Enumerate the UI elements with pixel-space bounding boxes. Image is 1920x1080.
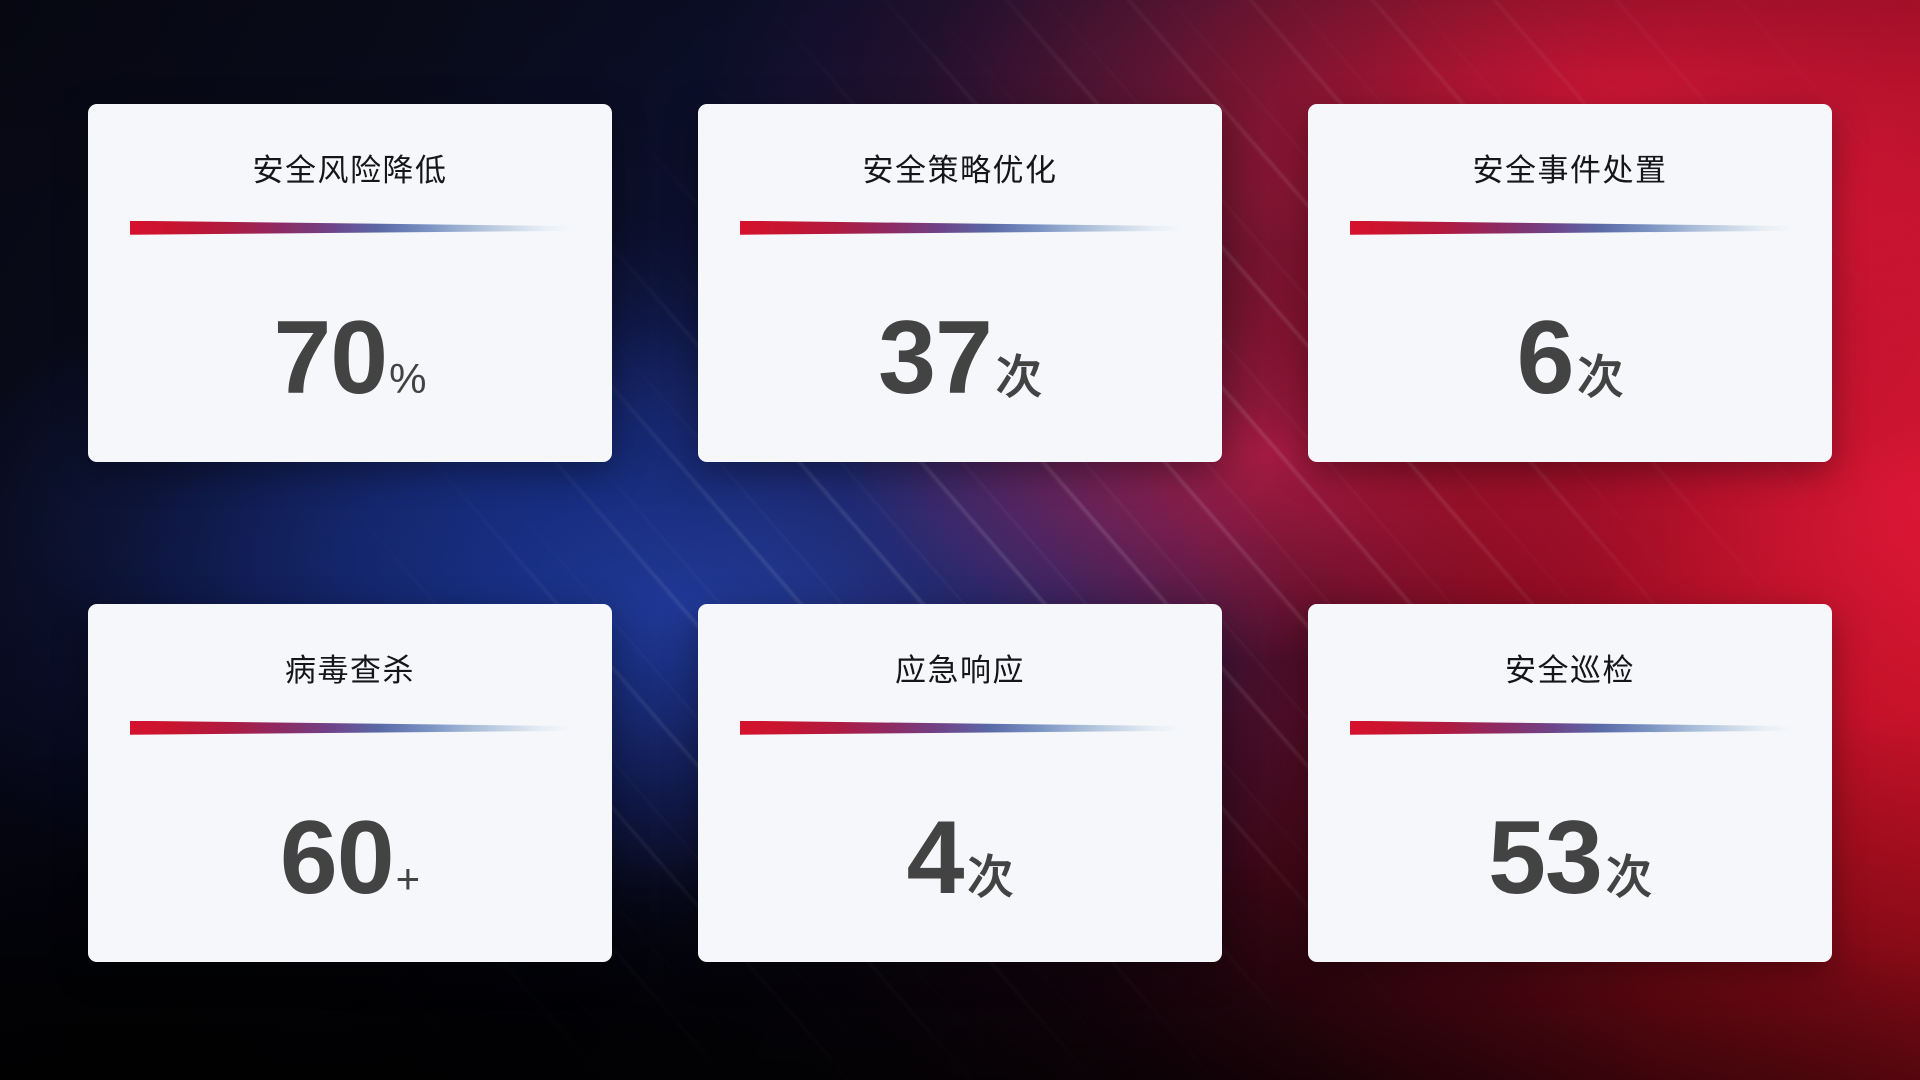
- metric-unit: 次: [1577, 351, 1624, 403]
- metric-divider: [740, 220, 1180, 235]
- gradient-rule: [130, 220, 570, 235]
- metric-card[interactable]: 安全策略优化 37 次: [698, 104, 1222, 462]
- metric-unit: 次: [995, 351, 1042, 403]
- metric-number: 6: [1516, 300, 1575, 416]
- gradient-rule: [130, 720, 570, 735]
- metric-value: 6 次: [1517, 306, 1624, 410]
- metric-card-grid: 安全风险降低 70 % 安全策略优化 37 次 安全事件处置 6 次 病毒查: [88, 104, 1832, 962]
- metric-number: 53: [1488, 800, 1603, 916]
- metric-divider: [130, 220, 570, 235]
- metric-title: 应急响应: [895, 653, 1025, 688]
- metric-card[interactable]: 病毒查杀 60 +: [88, 604, 612, 962]
- gradient-rule: [1350, 720, 1790, 735]
- gradient-rule: [740, 720, 1180, 735]
- metric-card[interactable]: 安全事件处置 6 次: [1308, 104, 1832, 462]
- metric-title: 病毒查杀: [285, 653, 415, 688]
- metric-divider: [1350, 220, 1790, 235]
- metric-value: 37 次: [878, 306, 1042, 410]
- metric-divider: [740, 720, 1180, 735]
- metric-title: 安全风险降低: [252, 153, 448, 188]
- metric-number: 70: [273, 300, 388, 416]
- gradient-rule: [1350, 220, 1790, 235]
- metric-unit: %: [389, 355, 427, 402]
- metric-card[interactable]: 安全风险降低 70 %: [88, 104, 612, 462]
- metric-number: 60: [279, 800, 395, 916]
- metric-value: 4 次: [907, 806, 1014, 910]
- metric-number: 4: [906, 800, 965, 916]
- metric-card[interactable]: 应急响应 4 次: [698, 604, 1222, 962]
- metric-card[interactable]: 安全巡检 53 次: [1308, 604, 1832, 962]
- metric-value: 70 %: [273, 306, 426, 410]
- gradient-rule: [740, 220, 1180, 235]
- metric-unit: +: [395, 855, 421, 902]
- metric-unit: 次: [1605, 851, 1652, 903]
- metric-title: 安全策略优化: [862, 153, 1058, 188]
- metric-number: 37: [878, 300, 993, 416]
- metric-divider: [130, 720, 570, 735]
- metric-unit: 次: [967, 851, 1014, 903]
- metric-divider: [1350, 720, 1790, 735]
- metric-value: 60 +: [280, 806, 420, 910]
- metric-title: 安全事件处置: [1472, 153, 1668, 188]
- metric-title: 安全巡检: [1505, 653, 1635, 688]
- metric-value: 53 次: [1488, 806, 1652, 910]
